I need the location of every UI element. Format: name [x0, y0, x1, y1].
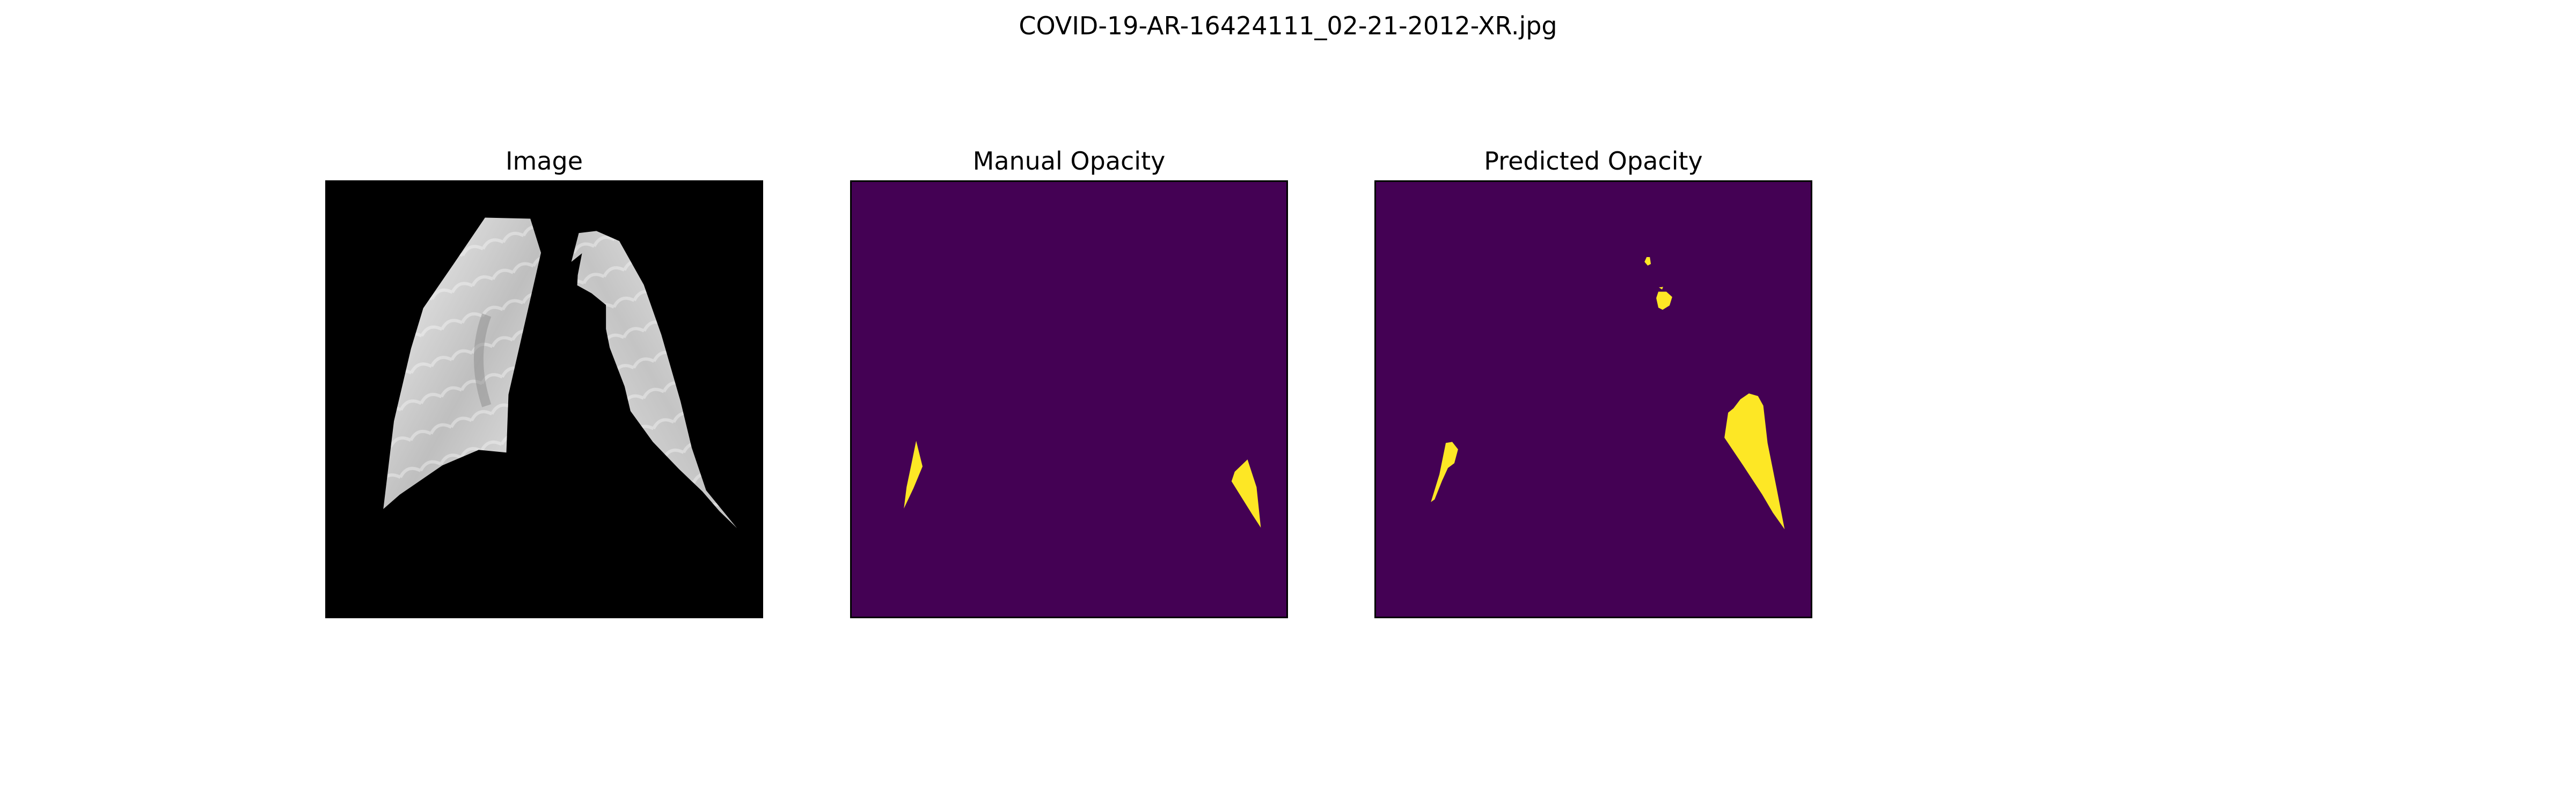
panel-predicted-opacity: Predicted Opacity — [1374, 145, 1812, 618]
lung-left — [383, 217, 541, 509]
panel-image-frame — [325, 180, 763, 618]
figure-title: COVID-19-AR-16424111_02-21-2012-XR.jpg — [1019, 11, 1557, 40]
predicted-opacity-mask — [1376, 182, 1811, 617]
lung-right — [571, 231, 737, 529]
predicted-opacity-spot-tiny — [1659, 287, 1664, 290]
panel-manual-opacity-title: Manual Opacity — [972, 147, 1166, 175]
manual-opacity-region-right — [1231, 459, 1261, 528]
panel-manual-opacity: Manual Opacity — [850, 145, 1288, 618]
panel-manual-opacity-frame — [850, 180, 1288, 618]
lung-right-ribs — [571, 231, 737, 529]
lung-left-hilum — [473, 313, 492, 407]
xray-image — [327, 182, 762, 617]
xray-background — [327, 182, 762, 617]
mask-background — [1376, 182, 1811, 617]
mask-background — [852, 182, 1286, 617]
panel-image: Image — [325, 145, 763, 618]
predicted-opacity-region-left — [1431, 442, 1458, 502]
manual-opacity-region-left — [904, 441, 923, 509]
predicted-opacity-spot-small — [1644, 257, 1651, 266]
panel-predicted-opacity-frame — [1374, 180, 1812, 618]
predicted-opacity-spot-medium — [1656, 291, 1672, 310]
predicted-opacity-region-right — [1724, 393, 1785, 530]
panel-predicted-opacity-title: Predicted Opacity — [1484, 147, 1703, 175]
panel-image-title: Image — [505, 147, 583, 175]
lung-left-ribs — [383, 217, 541, 509]
manual-opacity-mask — [852, 182, 1286, 617]
